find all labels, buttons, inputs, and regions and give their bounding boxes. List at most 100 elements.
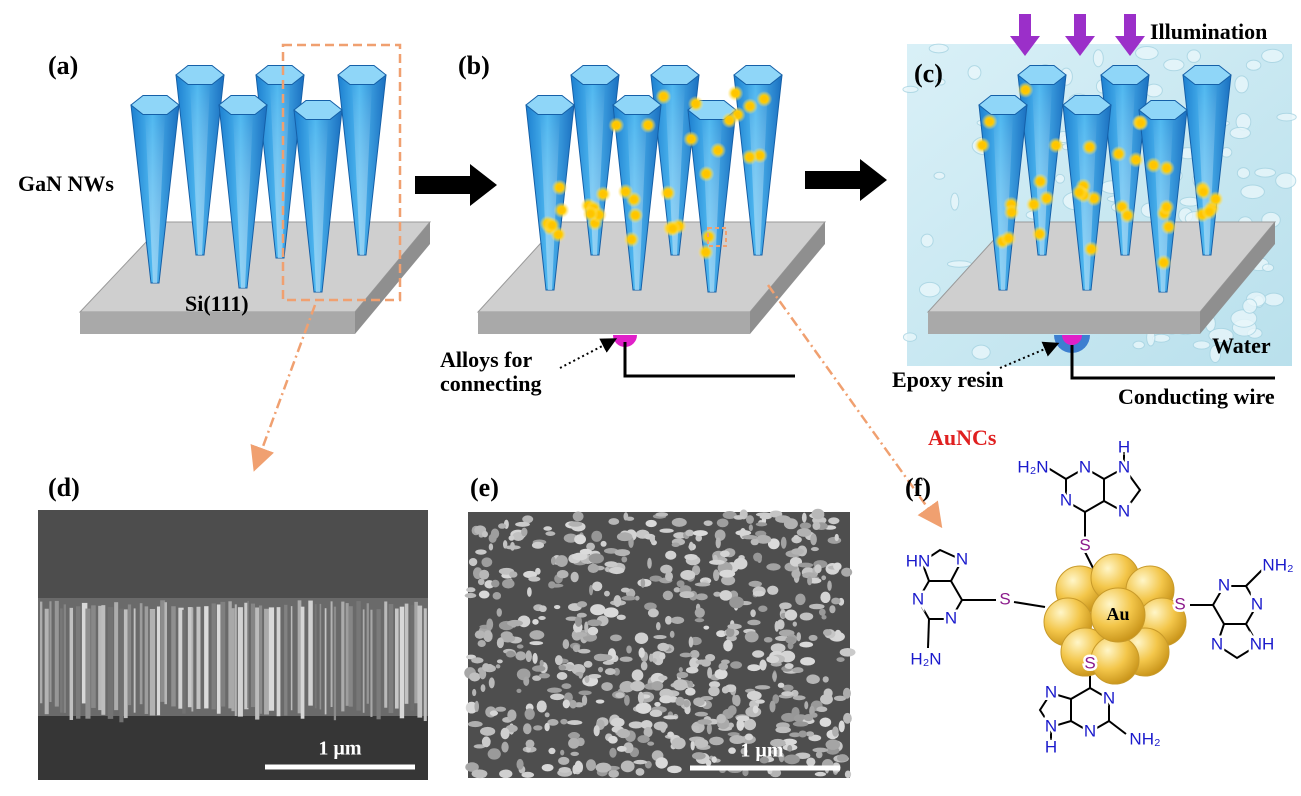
grain bbox=[560, 749, 565, 756]
grain bbox=[635, 702, 652, 714]
nanocluster bbox=[669, 225, 676, 232]
grain bbox=[812, 521, 821, 531]
nanowire-stripe bbox=[276, 607, 281, 717]
grain bbox=[645, 519, 657, 528]
grain bbox=[770, 643, 786, 653]
grain bbox=[700, 659, 712, 667]
nanowire-stripe bbox=[133, 608, 136, 713]
grain bbox=[780, 536, 787, 549]
nanowire-stripe bbox=[85, 608, 91, 719]
grain bbox=[505, 650, 516, 658]
nanowire-facet bbox=[702, 118, 722, 292]
nanocluster bbox=[630, 196, 637, 203]
nanowire-facet bbox=[145, 113, 165, 283]
zoom-box bbox=[281, 43, 402, 302]
grain bbox=[665, 571, 674, 582]
grain bbox=[601, 682, 613, 691]
panel-label: (a) bbox=[48, 51, 78, 80]
grain bbox=[567, 732, 581, 739]
nanowire-stripe bbox=[187, 607, 193, 708]
nanowire-cap bbox=[1100, 64, 1150, 86]
grain bbox=[769, 768, 782, 778]
nanowire-stripe bbox=[40, 601, 43, 704]
grain bbox=[640, 578, 646, 588]
grain bbox=[554, 655, 563, 666]
nanowire bbox=[650, 64, 700, 256]
gold-nanoclusters bbox=[539, 81, 1224, 271]
substrate-side bbox=[750, 222, 825, 334]
grain bbox=[721, 686, 729, 694]
grain bbox=[691, 752, 706, 760]
grain bbox=[608, 566, 625, 575]
panel-label: (e) bbox=[470, 473, 499, 502]
grain bbox=[572, 511, 584, 522]
grain bbox=[474, 700, 480, 713]
grain bbox=[488, 543, 494, 551]
grain bbox=[521, 771, 535, 778]
grain bbox=[805, 731, 815, 737]
grain bbox=[801, 512, 807, 523]
grain bbox=[747, 619, 761, 626]
nanowire bbox=[978, 94, 1028, 291]
grain bbox=[708, 686, 720, 697]
grain bbox=[763, 636, 773, 643]
droplet bbox=[918, 281, 941, 298]
grain bbox=[528, 576, 541, 582]
grain bbox=[577, 648, 591, 654]
cluster-label: AuNCs bbox=[928, 425, 997, 450]
nanowire bbox=[570, 64, 620, 256]
grain bbox=[781, 691, 794, 697]
substrate-label: Si(111) bbox=[185, 291, 249, 316]
grain bbox=[843, 712, 852, 724]
grain bbox=[556, 569, 569, 579]
atom: NH₂ bbox=[1129, 729, 1160, 748]
substrate-front bbox=[928, 312, 1200, 334]
grain bbox=[735, 530, 752, 536]
nanowire bbox=[337, 64, 387, 256]
nanowire-stripe bbox=[49, 601, 52, 702]
alloy-contact bbox=[1062, 335, 1082, 345]
grain bbox=[759, 659, 767, 671]
grain bbox=[821, 575, 827, 581]
nanocluster bbox=[645, 122, 652, 129]
grain bbox=[659, 695, 673, 704]
nanowire-facet bbox=[190, 83, 210, 255]
grain bbox=[532, 675, 542, 681]
grain bbox=[573, 632, 588, 638]
grain bbox=[798, 730, 807, 738]
nanowire-stripe bbox=[290, 606, 293, 711]
grain bbox=[608, 518, 620, 525]
grain bbox=[545, 531, 556, 536]
droplet bbox=[1163, 58, 1185, 72]
nanocluster bbox=[702, 249, 709, 256]
grain bbox=[603, 607, 619, 618]
grain bbox=[844, 770, 852, 779]
atom: N bbox=[1211, 634, 1223, 653]
grain bbox=[727, 705, 737, 716]
grain bbox=[522, 515, 534, 524]
grain bbox=[733, 557, 748, 570]
droplet bbox=[1229, 126, 1251, 140]
atom: NH₂ bbox=[1262, 555, 1293, 574]
grain bbox=[634, 632, 649, 644]
grain bbox=[548, 583, 564, 588]
nanowire-stripe bbox=[44, 608, 49, 715]
grain bbox=[729, 596, 744, 609]
grain bbox=[586, 619, 602, 627]
grain bbox=[635, 768, 645, 776]
nanowire-stripe bbox=[348, 606, 353, 707]
grain bbox=[479, 668, 487, 680]
grain bbox=[536, 700, 547, 713]
grain bbox=[741, 534, 758, 540]
nanowire-stripe bbox=[98, 605, 104, 711]
grain bbox=[744, 631, 759, 643]
nanocluster bbox=[703, 170, 710, 177]
droplet bbox=[971, 344, 991, 360]
water-label: Water bbox=[1212, 333, 1271, 358]
grain bbox=[558, 756, 570, 765]
grain bbox=[713, 591, 721, 597]
grain bbox=[516, 688, 522, 693]
grain bbox=[669, 630, 675, 638]
atom: N bbox=[1251, 594, 1263, 613]
grain bbox=[718, 662, 729, 671]
